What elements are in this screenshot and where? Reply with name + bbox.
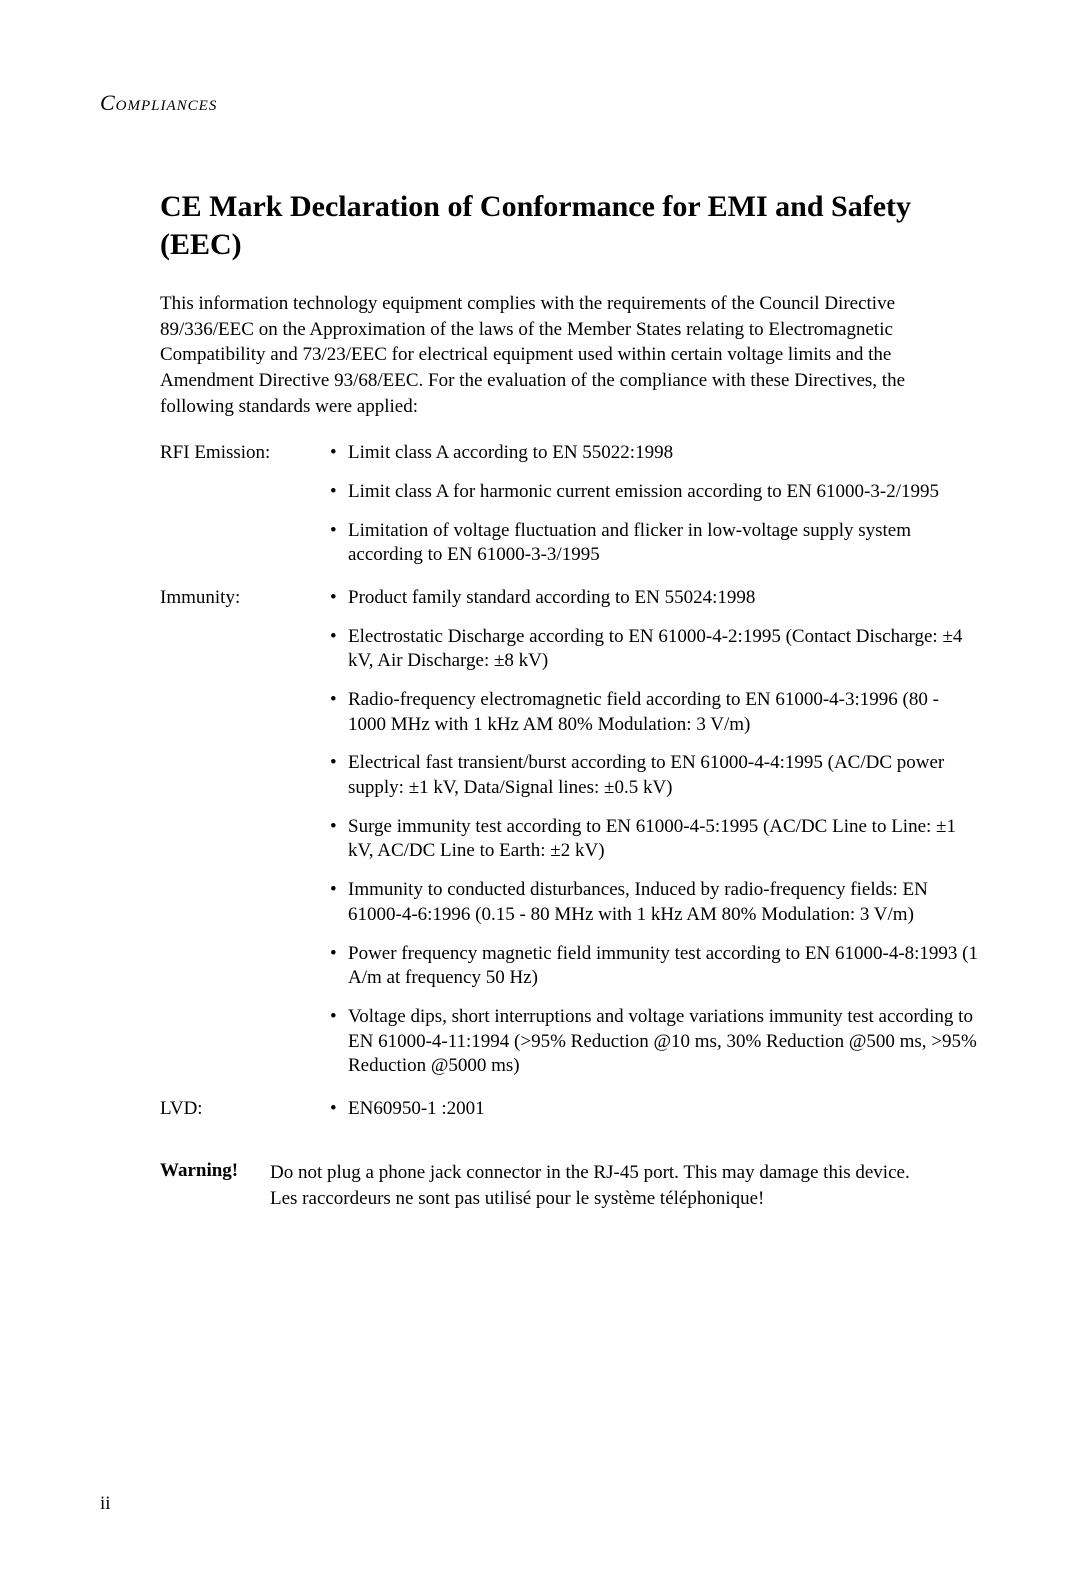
bullet-icon: • bbox=[330, 625, 348, 674]
list-item: •Product family standard according to EN… bbox=[330, 586, 980, 611]
definition-items: •Product family standard according to EN… bbox=[330, 586, 980, 1093]
bullet-icon: • bbox=[330, 688, 348, 737]
page-title: CE Mark Declaration of Conformance for E… bbox=[160, 188, 980, 263]
list-item: •Voltage dips, short interruptions and v… bbox=[330, 1005, 980, 1079]
list-item: •EN60950-1 :2001 bbox=[330, 1097, 980, 1122]
definition-row: RFI Emission:•Limit class A according to… bbox=[160, 441, 980, 582]
definition-label: RFI Emission: bbox=[160, 441, 330, 582]
title-plain: (EEC) bbox=[160, 228, 242, 261]
warning-line-1: Do not plug a phone jack connector in th… bbox=[270, 1160, 980, 1187]
list-item-text: EN60950-1 :2001 bbox=[348, 1097, 980, 1122]
definition-items: •EN60950-1 :2001 bbox=[330, 1097, 980, 1136]
definitions-list: RFI Emission:•Limit class A according to… bbox=[100, 441, 980, 1135]
list-item-text: Limitation of voltage fluctuation and fl… bbox=[348, 519, 980, 568]
bullet-icon: • bbox=[330, 519, 348, 568]
definition-label: LVD: bbox=[160, 1097, 330, 1136]
list-item: •Power frequency magnetic field immunity… bbox=[330, 942, 980, 991]
bullet-icon: • bbox=[330, 586, 348, 611]
list-item-text: Limit class A for harmonic current emiss… bbox=[348, 480, 980, 505]
bullet-icon: • bbox=[330, 751, 348, 800]
list-item: •Electrostatic Discharge according to EN… bbox=[330, 625, 980, 674]
list-item: •Limit class A according to EN 55022:199… bbox=[330, 441, 980, 466]
bullet-icon: • bbox=[330, 441, 348, 466]
intro-paragraph: This information technology equipment co… bbox=[160, 291, 980, 419]
bullet-icon: • bbox=[330, 815, 348, 864]
warning-line-2: Les raccordeurs ne sont pas utilisé pour… bbox=[270, 1186, 980, 1213]
list-item-text: Voltage dips, short interruptions and vo… bbox=[348, 1005, 980, 1079]
list-item: •Surge immunity test according to EN 610… bbox=[330, 815, 980, 864]
definition-row: Immunity:•Product family standard accord… bbox=[160, 586, 980, 1093]
bullet-icon: • bbox=[330, 942, 348, 991]
list-item-text: Product family standard according to EN … bbox=[348, 586, 980, 611]
definition-items: •Limit class A according to EN 55022:199… bbox=[330, 441, 980, 582]
warning-body: Do not plug a phone jack connector in th… bbox=[270, 1160, 980, 1213]
list-item-text: Radio-frequency electromagnetic field ac… bbox=[348, 688, 980, 737]
warning-label: Warning! bbox=[160, 1160, 270, 1213]
list-item: •Electrical fast transient/burst accordi… bbox=[330, 751, 980, 800]
bullet-icon: • bbox=[330, 480, 348, 505]
list-item-text: Electrostatic Discharge according to EN … bbox=[348, 625, 980, 674]
list-item-text: Electrical fast transient/burst accordin… bbox=[348, 751, 980, 800]
list-item-text: Limit class A according to EN 55022:1998 bbox=[348, 441, 980, 466]
running-head: Compliances bbox=[100, 90, 980, 116]
list-item-text: Surge immunity test according to EN 6100… bbox=[348, 815, 980, 864]
bullet-icon: • bbox=[330, 1005, 348, 1079]
bullet-icon: • bbox=[330, 1097, 348, 1122]
list-item: •Limit class A for harmonic current emis… bbox=[330, 480, 980, 505]
list-item: •Immunity to conducted disturbances, Ind… bbox=[330, 878, 980, 927]
page-number: ii bbox=[100, 1493, 111, 1515]
bullet-icon: • bbox=[330, 878, 348, 927]
list-item-text: Immunity to conducted disturbances, Indu… bbox=[348, 878, 980, 927]
title-bold: CE Mark Declaration of Conformance for E… bbox=[160, 190, 911, 223]
list-item: •Limitation of voltage fluctuation and f… bbox=[330, 519, 980, 568]
definition-row: LVD:•EN60950-1 :2001 bbox=[160, 1097, 980, 1136]
list-item-text: Power frequency magnetic field immunity … bbox=[348, 942, 980, 991]
warning-block: Warning! Do not plug a phone jack connec… bbox=[160, 1160, 980, 1213]
list-item: •Radio-frequency electromagnetic field a… bbox=[330, 688, 980, 737]
definition-label: Immunity: bbox=[160, 586, 330, 1093]
